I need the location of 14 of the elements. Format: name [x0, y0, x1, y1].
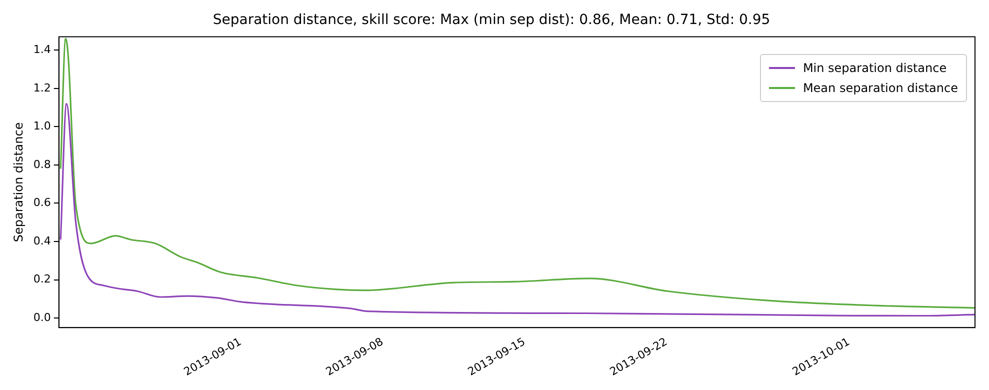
y-tick-label: 0.0: [33, 310, 51, 324]
y-tick-label: 0.4: [33, 234, 51, 248]
y-tick-label: 1.0: [33, 120, 51, 133]
y-axis-title: Separation distance: [11, 122, 26, 242]
y-tick-label: 0.2: [33, 272, 51, 286]
y-tick-label: 1.2: [33, 81, 51, 94]
y-tick-label: 0.8: [33, 158, 51, 171]
line-series: [60, 102, 975, 317]
legend-label: Min separation distance: [802, 60, 947, 77]
y-tick-label: 0.6: [33, 196, 51, 210]
chart-title: Separation distance, skill score: Max (min sep dist): 0.86, Mean: 0.71, Std: 0.95: [212, 12, 770, 28]
y-tick-label: 1.4: [33, 43, 51, 56]
line-series: [60, 38, 975, 309]
legend-label: Mean separation distance: [802, 80, 958, 97]
